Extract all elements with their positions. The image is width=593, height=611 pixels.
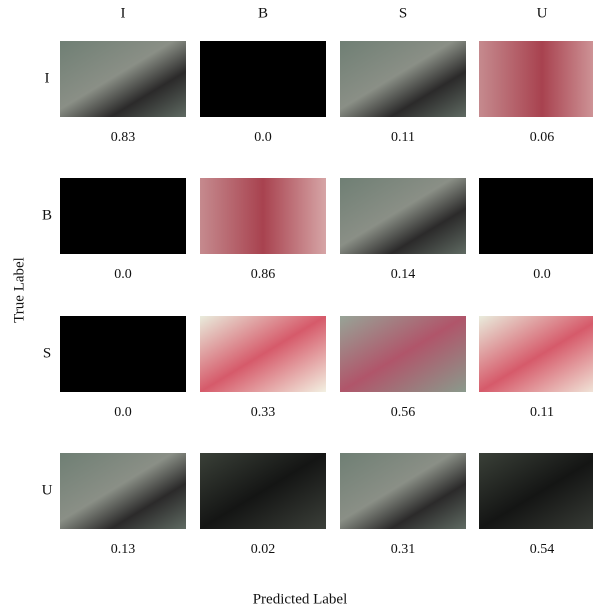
y-axis-label: True Label bbox=[11, 257, 27, 323]
cell-value: 0.0 bbox=[114, 405, 132, 420]
cell-value: 0.14 bbox=[391, 267, 416, 282]
cell-value: 0.54 bbox=[530, 542, 555, 557]
row-label: S bbox=[43, 345, 51, 361]
column-label: S bbox=[399, 5, 407, 21]
cell-value: 0.0 bbox=[533, 267, 551, 282]
cell-value: 0.02 bbox=[251, 542, 276, 557]
endoscopy-image bbox=[60, 178, 186, 254]
cell-value: 0.31 bbox=[391, 542, 416, 557]
cell-value: 0.11 bbox=[530, 405, 554, 420]
cell-value: 0.0 bbox=[254, 130, 272, 145]
endoscopy-image bbox=[479, 453, 593, 529]
cell-value: 0.83 bbox=[111, 130, 136, 145]
endoscopy-image bbox=[200, 316, 326, 392]
endoscopy-image bbox=[60, 316, 186, 392]
endoscopy-image bbox=[60, 41, 186, 117]
cell-value: 0.86 bbox=[251, 267, 276, 282]
endoscopy-image bbox=[340, 453, 466, 529]
column-label: I bbox=[121, 5, 126, 21]
row-label: U bbox=[42, 482, 53, 498]
endoscopy-image bbox=[340, 178, 466, 254]
row-label: B bbox=[42, 207, 52, 223]
page: {"figure": { "column_labels": ["I", "B",… bbox=[0, 0, 593, 611]
confusion-figure: True Label Predicted Label I B S U I B S U 0.83 0… bbox=[0, 0, 593, 611]
column-label: B bbox=[258, 5, 268, 21]
endoscopy-image bbox=[479, 316, 593, 392]
cell-value: 0.11 bbox=[391, 130, 415, 145]
endoscopy-image bbox=[479, 178, 593, 254]
cell-value: 0.13 bbox=[111, 542, 136, 557]
endoscopy-image bbox=[340, 41, 466, 117]
x-axis-label: Predicted Label bbox=[253, 591, 348, 607]
endoscopy-image bbox=[200, 178, 326, 254]
endoscopy-image bbox=[200, 41, 326, 117]
cell-value: 0.0 bbox=[114, 267, 132, 282]
cell-value: 0.06 bbox=[530, 130, 555, 145]
endoscopy-image bbox=[200, 453, 326, 529]
cell-value: 0.56 bbox=[391, 405, 416, 420]
endoscopy-image bbox=[479, 41, 593, 117]
endoscopy-image bbox=[340, 316, 466, 392]
endoscopy-image bbox=[60, 453, 186, 529]
row-label: I bbox=[45, 70, 50, 86]
column-label: U bbox=[537, 5, 548, 21]
cell-value: 0.33 bbox=[251, 405, 276, 420]
